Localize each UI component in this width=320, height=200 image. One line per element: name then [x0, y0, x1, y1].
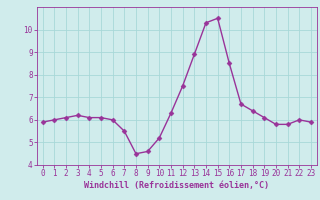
X-axis label: Windchill (Refroidissement éolien,°C): Windchill (Refroidissement éolien,°C) — [84, 181, 269, 190]
